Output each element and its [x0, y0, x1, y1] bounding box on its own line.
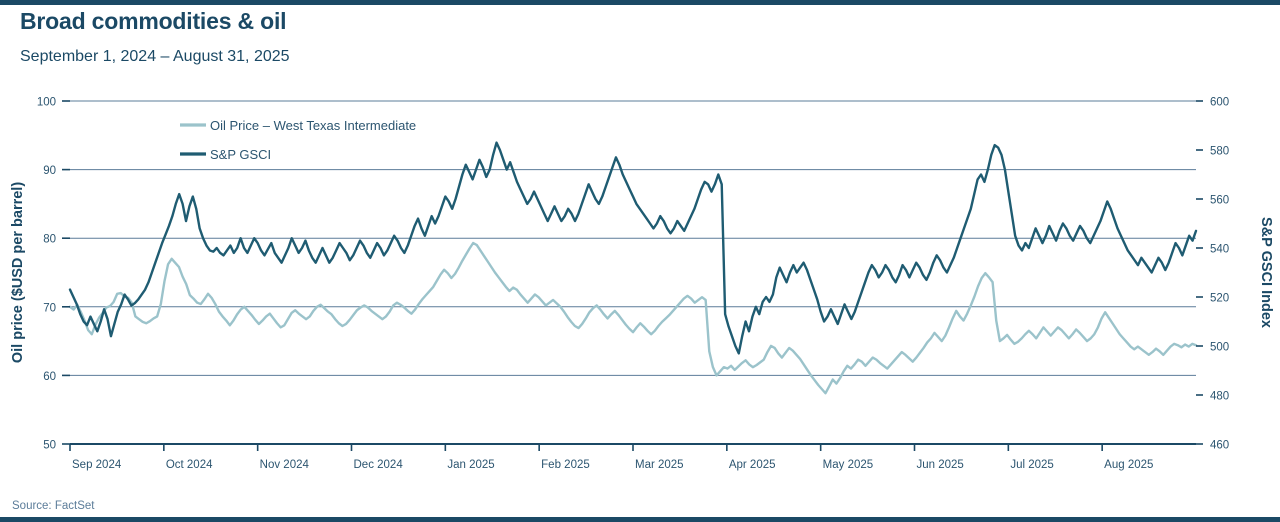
- x-axis-tick-label: Feb 2025: [541, 459, 590, 471]
- y2-axis-tick-label: 540: [1210, 244, 1229, 256]
- y2-axis-tick-label: 480: [1210, 391, 1229, 403]
- y-axis-tick-label: 80: [43, 234, 56, 246]
- legend-label-sp-gsci: S&P GSCI: [210, 147, 271, 162]
- y2-axis-tick-label: 520: [1210, 293, 1229, 305]
- top-accent-bar: [0, 0, 1280, 5]
- legend-label-oil-wti: Oil Price – West Texas Intermediate: [210, 118, 416, 133]
- x-axis-tick-label: Aug 2025: [1104, 459, 1153, 471]
- y-axis-tick-label: 100: [37, 97, 56, 109]
- axis-labels: 50 60 70 80 90 100 460 480 500 520 540 560 580 600 Sep…: [10, 97, 1274, 472]
- x-axis-tick-label: Oct 2024: [166, 459, 213, 471]
- y2-axis-tick-label: 560: [1210, 195, 1229, 207]
- x-axis-tick-label: Sep 2024: [72, 459, 122, 471]
- series-line-sp-gsci: [68, 141, 1198, 355]
- y-axis-tick-label: 50: [43, 440, 56, 452]
- page-subtitle: September 1, 2024 – August 31, 2025: [20, 48, 290, 65]
- series-lines: [68, 141, 1198, 395]
- x-axis-tick-label: Jan 2025: [447, 459, 494, 471]
- y-axis-tick-label: 60: [43, 371, 56, 383]
- x-axis-tick-label: Jul 2025: [1010, 459, 1053, 471]
- chart-legend: Oil Price – West Texas Intermediate S&P G…: [180, 118, 416, 162]
- x-axis-tick-label: Dec 2024: [354, 459, 404, 471]
- y-axis-tick-label: 90: [43, 165, 56, 177]
- y-axis-title: Oil price ($USD per barrel): [10, 182, 26, 363]
- y2-axis-tick-label: 460: [1210, 440, 1229, 452]
- y2-axis-tick-label: 580: [1210, 146, 1229, 158]
- x-axis-tick-label: May 2025: [823, 459, 874, 471]
- x-axis-tick-label: Mar 2025: [635, 459, 684, 471]
- y2-axis-title: S&P GSCI Index: [1258, 217, 1274, 328]
- x-axis-tick-label: Jun 2025: [917, 459, 964, 471]
- axes: [62, 100, 1203, 451]
- page-title: Broad commodities & oil: [20, 8, 287, 34]
- gridlines: [70, 100, 1196, 376]
- y2-axis-tick-label: 500: [1210, 342, 1229, 354]
- y-axis-tick-label: 70: [43, 302, 56, 314]
- x-axis-tick-label: Nov 2024: [260, 459, 310, 471]
- x-axis-tick-label: Apr 2025: [729, 459, 776, 471]
- series-line-oil-wti: [68, 241, 1198, 395]
- bottom-accent-bar: [0, 517, 1280, 522]
- y2-axis-tick-label: 600: [1210, 97, 1229, 109]
- source-note: Source: FactSet: [12, 500, 95, 512]
